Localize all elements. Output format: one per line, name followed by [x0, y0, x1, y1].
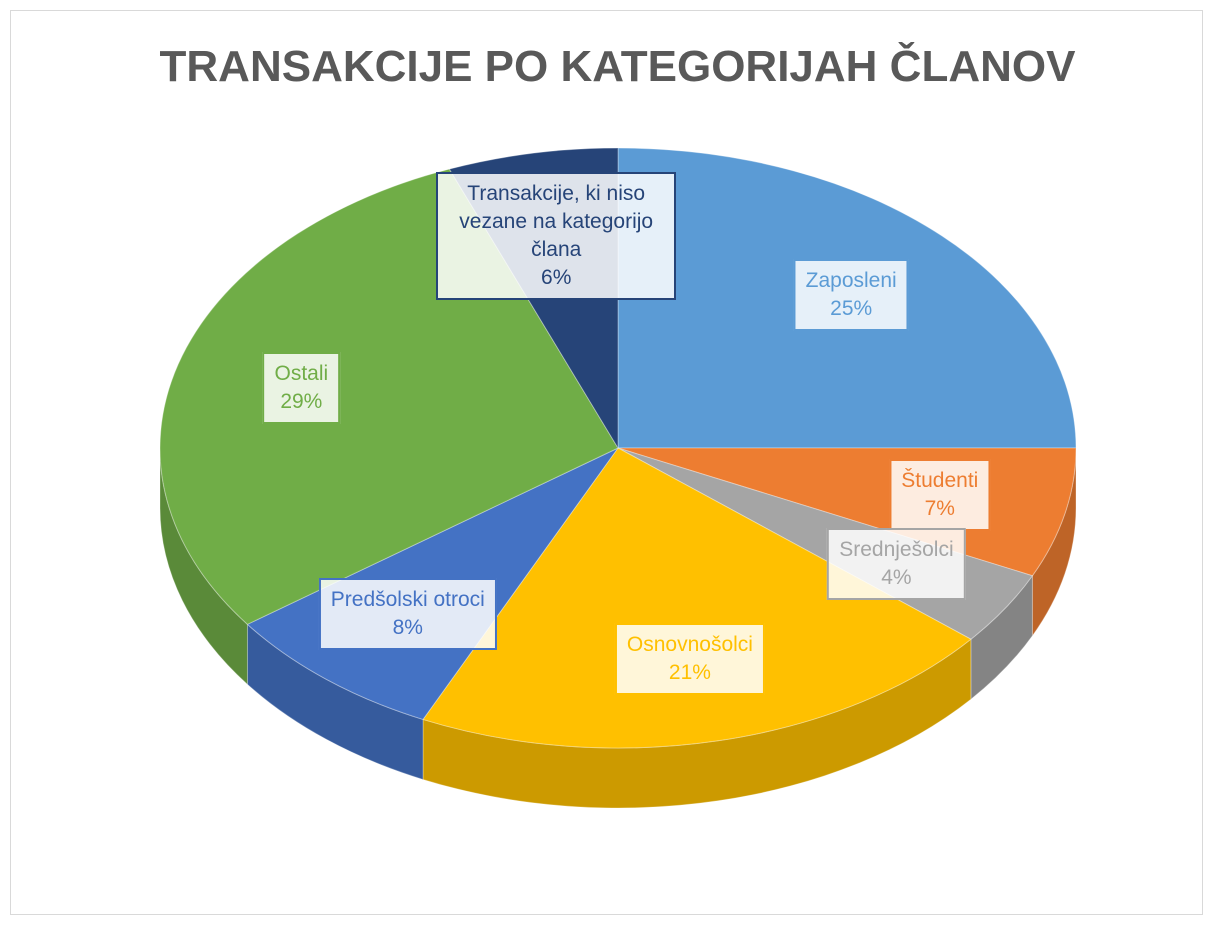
- data-label: Ostali 29%: [262, 351, 341, 424]
- label-value: 21%: [668, 660, 711, 684]
- data-label: Predšolski otroci 8%: [318, 578, 497, 651]
- label-category: Srednješolci: [839, 537, 954, 561]
- label-category: Zaposleni: [805, 269, 897, 293]
- label-value: 29%: [280, 389, 323, 413]
- chart-title: TRANSAKCIJE PO KATEGORIJAH ČLANOV: [159, 42, 1076, 91]
- data-label: Zaposleni 25%: [793, 259, 909, 332]
- slice: [422, 447, 972, 749]
- data-label: Transakcije, ki niso vezane na kategorij…: [436, 171, 677, 300]
- label-category: Študenti: [901, 469, 979, 493]
- data-label: Osnovnošolci 21%: [614, 622, 765, 695]
- chart-frame: [10, 10, 1203, 915]
- label-category: Transakcije, ki niso vezane na kategorij…: [459, 181, 654, 261]
- label-value: 8%: [392, 616, 423, 640]
- label-value: 4%: [881, 565, 912, 589]
- data-label: Študenti 7%: [889, 459, 991, 532]
- label-category: Predšolski otroci: [330, 588, 485, 612]
- label-value: 7%: [924, 497, 955, 521]
- label-category: Ostali: [274, 361, 329, 385]
- label-category: Osnovnošolci: [626, 632, 753, 656]
- label-value: 6%: [541, 265, 572, 289]
- data-label: Srednješolci 4%: [827, 527, 966, 600]
- label-value: 25%: [830, 297, 873, 321]
